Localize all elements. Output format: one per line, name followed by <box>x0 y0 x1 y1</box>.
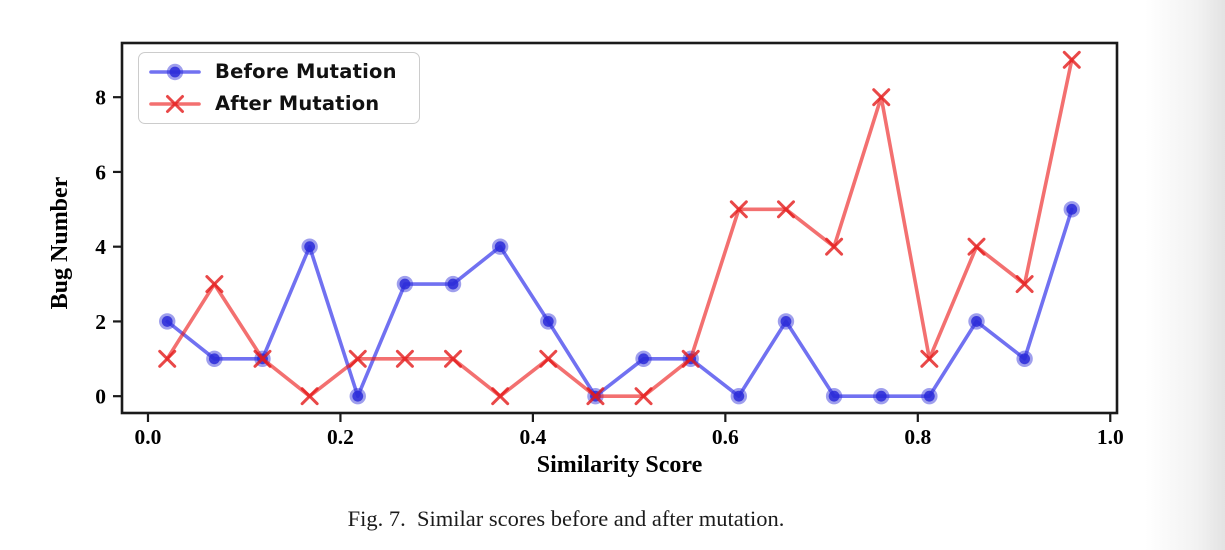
data-point-marker <box>494 241 506 253</box>
data-point-marker <box>399 278 411 290</box>
data-point-marker <box>1019 353 1031 365</box>
data-point-marker <box>967 237 986 256</box>
data-point-marker <box>733 390 745 402</box>
data-point-marker <box>875 390 887 402</box>
legend-item-after-mutation: After Mutation <box>149 89 409 119</box>
plot-border <box>120 41 1119 415</box>
data-point-marker <box>205 275 224 294</box>
data-point-marker <box>158 349 177 368</box>
x-tick-label: 0.6 <box>712 425 739 449</box>
y-tick-label: 8 <box>95 86 106 110</box>
data-point-marker <box>395 349 414 368</box>
legend-marker-sample <box>166 95 184 113</box>
data-point-marker <box>1066 203 1078 215</box>
data-point-marker <box>776 200 795 219</box>
legend-label-before-mutation: Before Mutation <box>215 60 397 84</box>
figure-caption: Fig. 7. Similar scores before and after … <box>347 506 785 531</box>
data-point-marker <box>539 349 558 368</box>
data-point-marker <box>729 200 748 219</box>
data-point-marker <box>923 390 935 402</box>
x-tick-label: 0.4 <box>519 425 546 449</box>
data-point-marker <box>828 390 840 402</box>
data-point-marker <box>352 390 364 402</box>
data-point-marker <box>872 88 891 107</box>
data-point-marker <box>586 387 605 406</box>
legend-label-after-mutation: After Mutation <box>215 92 380 116</box>
chart-canvas: 0.0 0.2 0.4 0.6 0.8 1.0 0 2 4 6 8 <box>95 41 1124 449</box>
series-1 <box>158 50 1081 406</box>
y-tick-label: 2 <box>95 310 106 334</box>
legend-marker-sample <box>169 66 181 78</box>
series-0 <box>159 201 1080 405</box>
data-point-marker <box>348 349 367 368</box>
x-tick-label: 1.0 <box>1097 425 1124 449</box>
data-point-marker <box>1062 50 1081 69</box>
y-tick-label: 4 <box>95 235 106 259</box>
data-point-marker <box>638 353 649 365</box>
legend: Before Mutation After Mutation <box>138 52 420 124</box>
data-point-marker <box>161 316 173 327</box>
data-point-marker <box>780 316 792 327</box>
data-point-marker <box>208 353 220 365</box>
data-point-marker <box>253 349 272 368</box>
legend-swatch-after-mutation <box>149 95 201 113</box>
data-point-marker <box>825 237 844 256</box>
x-tick-label: 0.8 <box>904 425 931 449</box>
y-tick-label: 0 <box>95 385 106 409</box>
x-tick-label: 0.0 <box>135 425 162 449</box>
data-point-marker <box>971 316 982 327</box>
data-point-marker <box>1015 275 1034 294</box>
data-point-marker <box>681 349 700 368</box>
y-tick-label: 6 <box>95 160 106 184</box>
legend-item-before-mutation: Before Mutation <box>149 57 409 87</box>
series-line-0 <box>165 207 1074 399</box>
x-axis-label: Similarity Score <box>536 452 703 478</box>
data-point-marker <box>491 387 510 406</box>
x-tick-label: 0.2 <box>327 425 354 449</box>
data-point-marker <box>444 349 463 368</box>
legend-swatch-before-mutation <box>149 63 201 81</box>
data-point-marker <box>447 278 459 290</box>
data-point-marker <box>542 316 554 327</box>
data-point-marker <box>300 387 319 406</box>
data-point-marker <box>634 387 653 406</box>
data-point-marker <box>920 349 939 368</box>
data-point-marker <box>304 241 316 253</box>
